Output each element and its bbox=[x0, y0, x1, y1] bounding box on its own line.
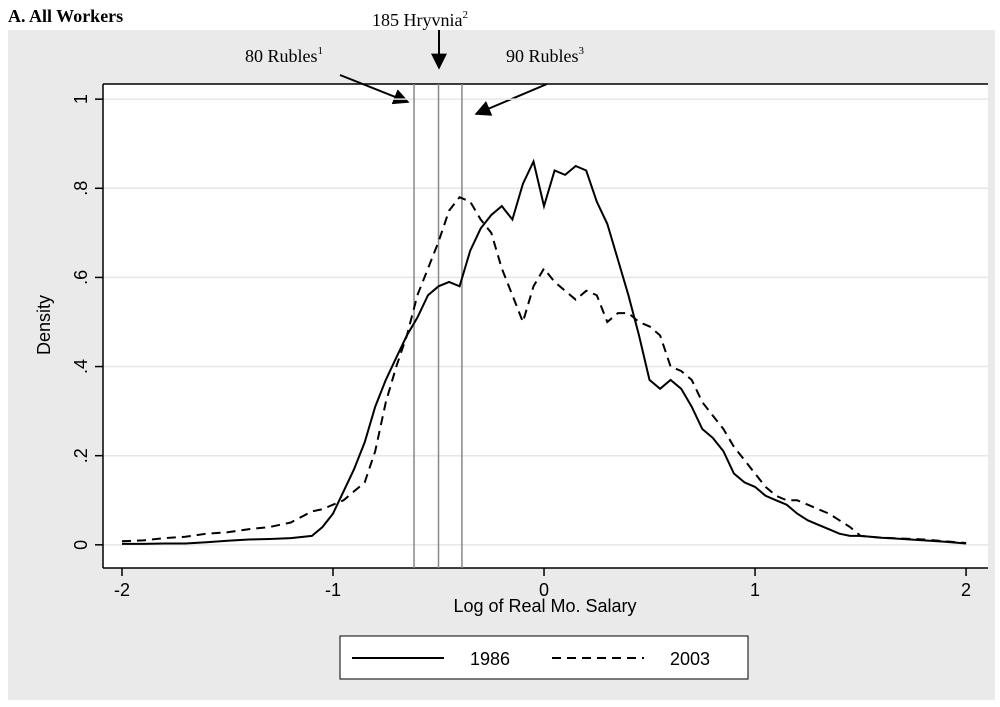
reference-label-sup: 1 bbox=[318, 45, 324, 57]
arrow bbox=[339, 74, 410, 105]
reference-label-text: 80 Rubles bbox=[245, 46, 318, 66]
reference-label-sup: 2 bbox=[462, 9, 468, 21]
y-tick-label: .6 bbox=[71, 270, 91, 285]
x-tick-label: 0 bbox=[539, 580, 549, 600]
series-line bbox=[122, 158, 967, 545]
legend-label: 1986 bbox=[470, 649, 510, 669]
legend-box bbox=[339, 635, 749, 680]
series-line bbox=[121, 195, 967, 544]
legend-label: 2003 bbox=[670, 649, 710, 669]
chart-title: A. All Workers bbox=[8, 6, 123, 26]
x-tick-label: -2 bbox=[114, 580, 130, 600]
y-tick-label: 0 bbox=[71, 540, 91, 550]
x-tick-label: 2 bbox=[961, 580, 971, 600]
y-tick-label: 1 bbox=[71, 94, 91, 104]
reference-label: 90 Rubles3 bbox=[506, 45, 585, 66]
y-tick-label: .8 bbox=[71, 181, 91, 196]
reference-label: 80 Rubles1 bbox=[245, 45, 323, 66]
x-tick-label: -1 bbox=[325, 580, 341, 600]
plot-area bbox=[103, 84, 988, 568]
y-tick-label: .4 bbox=[71, 359, 91, 374]
y-axis-label: Density bbox=[34, 295, 54, 355]
x-tick-label: 1 bbox=[750, 580, 760, 600]
reference-label-sup: 3 bbox=[579, 45, 585, 57]
x-axis-label: Log of Real Mo. Salary bbox=[453, 596, 636, 616]
reference-label: 185 Hryvnia2 bbox=[372, 9, 468, 30]
y-tick-label: .2 bbox=[71, 448, 91, 463]
reference-label-text: 185 Hryvnia bbox=[372, 10, 462, 30]
reference-label-text: 90 Rubles bbox=[506, 46, 579, 66]
